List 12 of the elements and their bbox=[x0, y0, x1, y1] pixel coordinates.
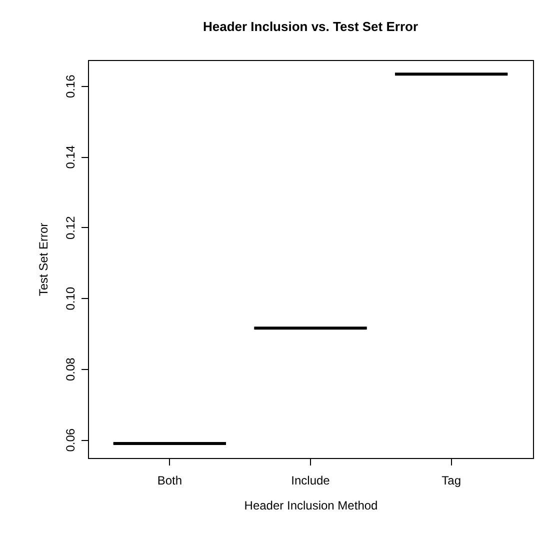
y-axis-title: Test Set Error bbox=[36, 222, 50, 296]
y-tick-label: 0.12 bbox=[64, 216, 78, 240]
chart-title: Header Inclusion vs. Test Set Error bbox=[202, 19, 418, 34]
x-tick-label: Include bbox=[291, 474, 330, 488]
y-tick-label: 0.14 bbox=[64, 145, 78, 169]
y-tick-label: 0.10 bbox=[64, 286, 78, 310]
y-tick-label: 0.08 bbox=[64, 357, 78, 382]
x-axis-title: Header Inclusion Method bbox=[244, 498, 378, 512]
x-tick-label: Both bbox=[157, 474, 182, 488]
y-tick-label: 0.16 bbox=[64, 74, 78, 98]
y-tick-label: 0.06 bbox=[64, 428, 78, 452]
x-tick-label: Tag bbox=[442, 474, 461, 488]
